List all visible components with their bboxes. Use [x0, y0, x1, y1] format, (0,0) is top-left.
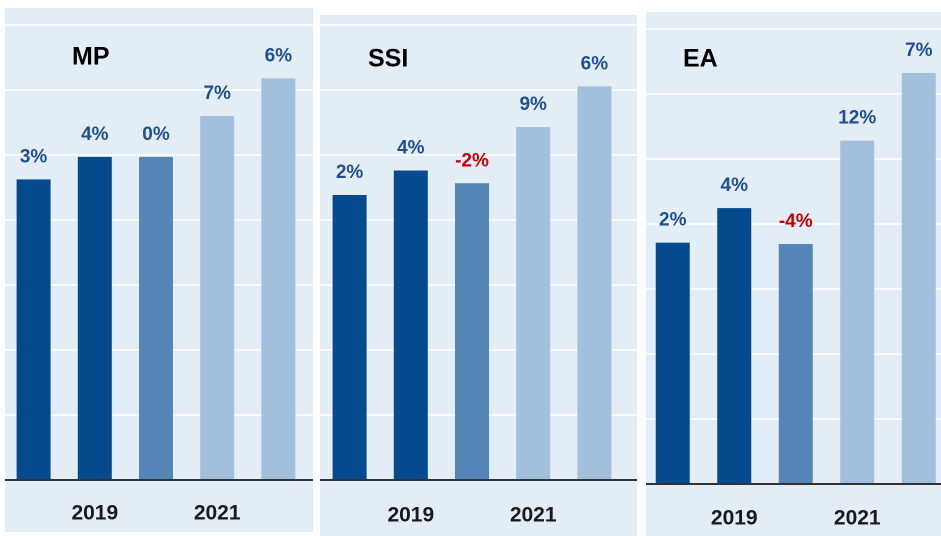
data-label: 4%	[397, 138, 425, 159]
bar	[516, 127, 551, 480]
bar	[77, 156, 112, 480]
data-label: 7%	[203, 83, 231, 104]
bar	[200, 115, 235, 480]
data-label: 9%	[519, 94, 547, 115]
data-label: 12%	[838, 108, 876, 129]
data-label: 4%	[721, 175, 749, 196]
bar	[778, 244, 813, 484]
bar	[332, 195, 367, 480]
bar	[393, 170, 428, 480]
data-label: 2%	[659, 210, 687, 231]
x-tick-label: 2019	[387, 504, 434, 527]
bar	[577, 86, 612, 480]
bar	[840, 140, 875, 485]
x-tick-label: 2021	[510, 504, 557, 527]
bar	[261, 78, 296, 480]
data-label: 2%	[336, 162, 364, 183]
data-label: 4%	[81, 124, 109, 145]
data-label: 0%	[142, 124, 170, 145]
data-label: 6%	[265, 45, 293, 66]
bar	[901, 72, 936, 484]
x-tick-label: 2019	[71, 502, 118, 525]
data-label: 7%	[905, 40, 933, 61]
chart-title: SSI	[368, 45, 408, 73]
bar	[455, 183, 489, 480]
x-tick-label: 2021	[194, 502, 241, 525]
x-tick-label: 2021	[834, 507, 881, 530]
data-label: -4%	[779, 211, 813, 232]
data-label: 3%	[20, 146, 48, 167]
bar	[16, 179, 51, 480]
data-label: -2%	[455, 150, 489, 171]
x-tick-label: 2019	[711, 507, 758, 530]
chart-title: MP	[72, 43, 110, 71]
chart-title: EA	[683, 45, 718, 73]
bar	[139, 156, 173, 480]
bar	[655, 242, 690, 484]
bar	[717, 208, 752, 484]
data-label: 6%	[581, 53, 609, 74]
